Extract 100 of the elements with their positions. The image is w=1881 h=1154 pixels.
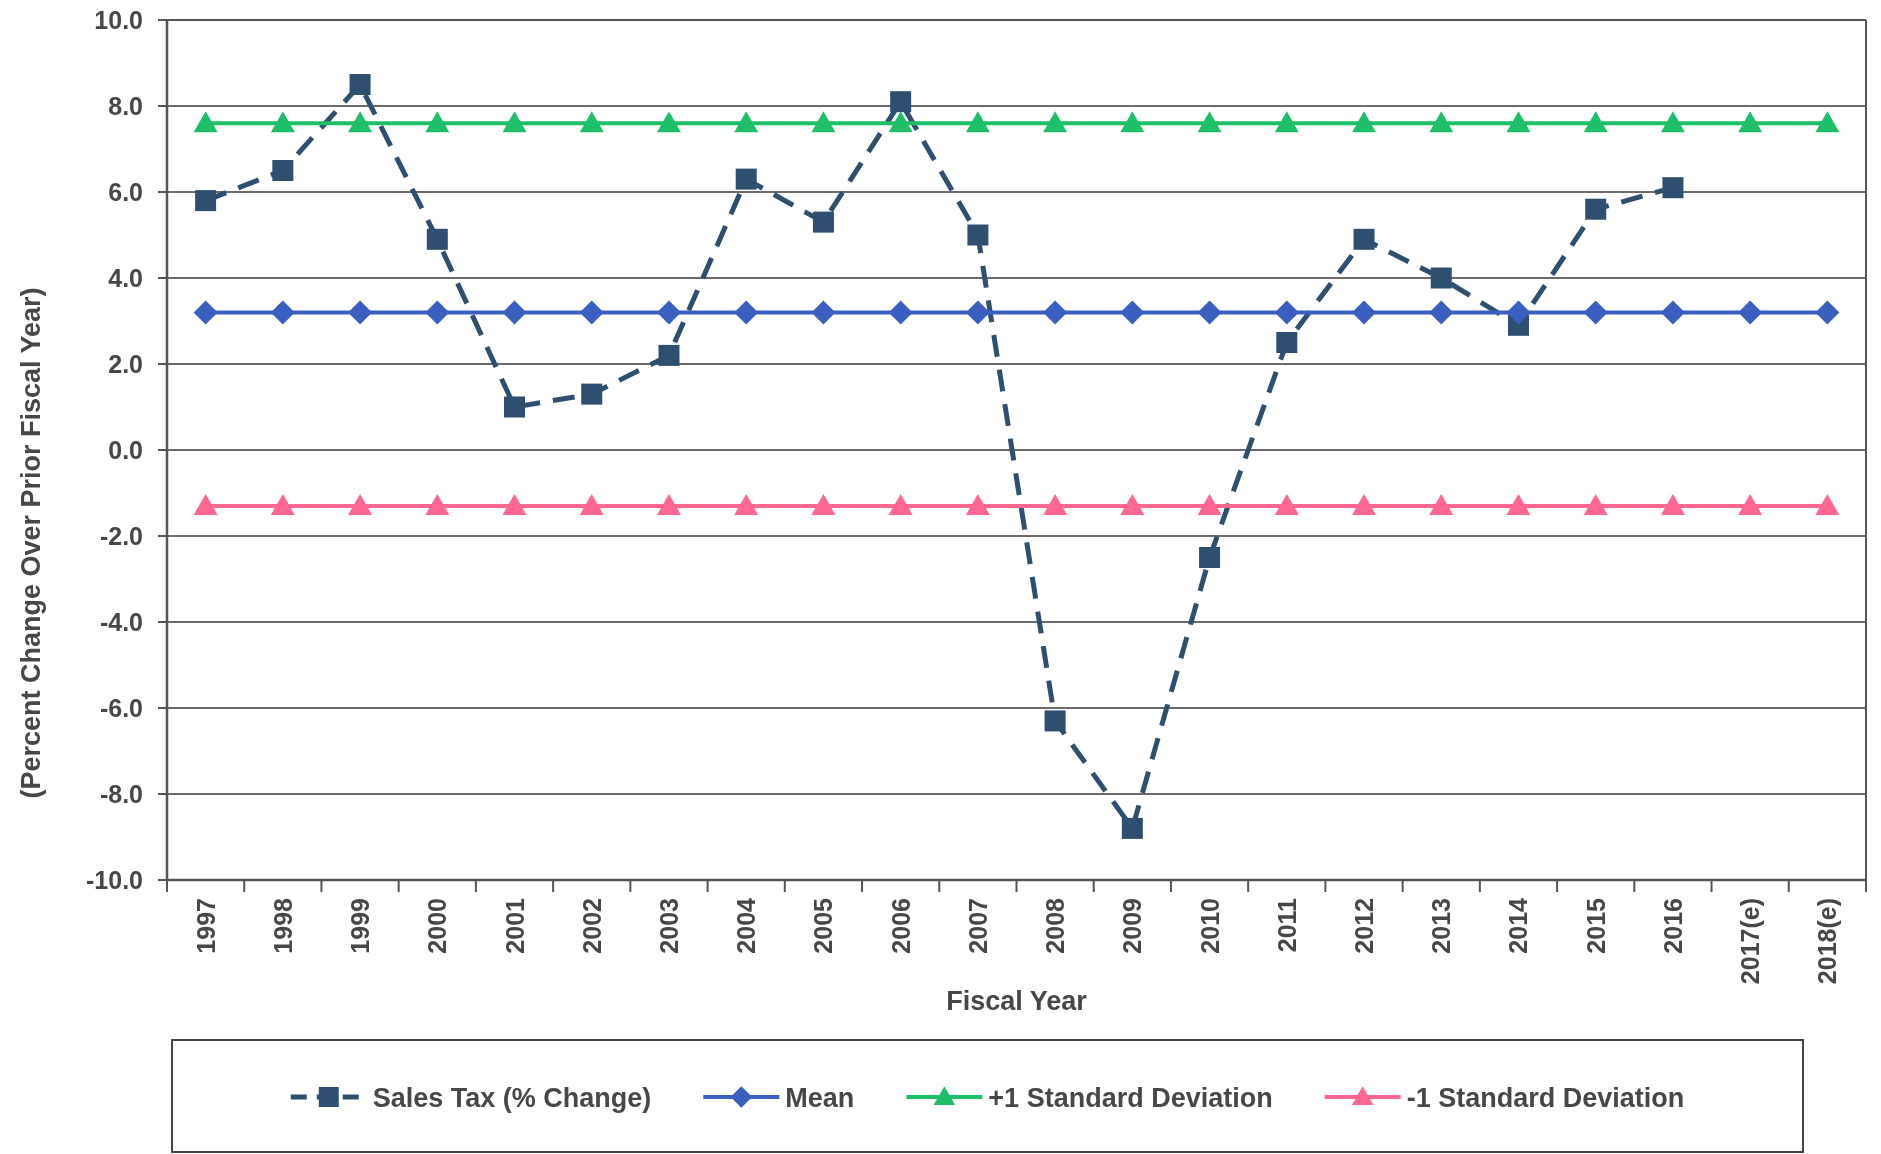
point [1120,300,1145,325]
point [811,111,836,133]
point [1583,111,1608,133]
point [502,111,527,133]
y-tick-label: -6.0 [99,694,143,722]
x-tick-label: 2001 [500,897,529,954]
x-tick-label: 2017(e) [1736,898,1765,985]
point [1197,493,1222,515]
point [656,493,681,515]
point [1738,493,1763,515]
x-tick-label: 2003 [654,898,683,954]
y-tick-label: 2.0 [108,350,143,378]
x-tick-label: 2006 [886,898,915,954]
point [272,160,294,181]
x-tick-label: 2012 [1350,898,1379,954]
y-axis-title: (Percent Change Over Prior Fiscal Year) [15,287,46,799]
y-tick-label: 0.0 [108,436,143,464]
point [579,493,604,515]
x-tick-label: 1997 [191,898,220,954]
point [1585,198,1607,220]
point [425,300,450,325]
point [270,493,295,515]
point [888,493,913,515]
point [734,493,759,515]
point [811,300,836,325]
point [1583,493,1608,515]
point [734,111,759,133]
point [1043,111,1068,133]
x-tick-label: 2015 [1581,897,1610,954]
y-tick-label: 10.0 [94,6,143,34]
legend-label: Mean [785,1082,855,1113]
x-tick-label: 2011 [1272,897,1301,953]
point [1815,493,1840,515]
x-tick-label: 1998 [268,897,297,954]
point [193,300,218,325]
point [1429,111,1454,133]
point [1660,493,1685,515]
point [349,74,371,95]
point [425,111,450,133]
point [1352,493,1377,515]
y-tick-label: -2.0 [99,522,143,550]
point [1583,300,1608,325]
x-tick-label: 2004 [732,897,761,954]
point [581,383,603,405]
point [193,111,218,133]
point [1274,493,1299,515]
point [890,91,912,113]
point [1662,177,1684,199]
point [1815,111,1840,133]
point [502,300,527,325]
point [1429,300,1454,325]
point [888,111,913,133]
x-tick-label: 2016 [1658,898,1687,954]
x-tick-label: 2005 [809,897,838,954]
point [1352,111,1377,133]
y-tick-label: -10.0 [86,866,143,894]
legend-label: Sales Tax (% Change) [372,1082,652,1113]
point [1120,111,1145,133]
point [1043,493,1068,515]
point [812,211,834,233]
point [1506,111,1531,133]
x-tick-label: 2010 [1195,898,1224,954]
point [1430,267,1452,289]
point [888,300,913,325]
point [1429,493,1454,515]
point [658,344,680,366]
y-tick-label: -8.0 [99,780,143,808]
point [734,300,759,325]
x-tick-label: 2013 [1427,898,1456,954]
point [1274,111,1299,133]
point [1353,228,1375,250]
point [1274,300,1299,325]
point [1660,300,1685,325]
point [967,224,989,246]
point [579,111,604,133]
point [1197,111,1222,133]
point [1506,493,1531,515]
x-tick-label: 2002 [577,898,606,954]
point [1120,493,1145,515]
x-tick-label: 2007 [963,898,992,954]
point [270,111,295,133]
point [965,111,990,133]
point [1044,710,1066,732]
y-tick-label: 8.0 [108,92,143,120]
x-tick-label: 1999 [346,898,375,954]
point [504,396,526,418]
point [579,300,604,325]
x-tick-label: 2009 [1118,898,1147,954]
point [1815,300,1840,325]
point [270,300,295,325]
point [348,493,373,515]
point [735,168,757,190]
point [1197,300,1222,325]
point [811,493,836,515]
point [1199,547,1221,568]
point [193,493,218,515]
point [965,493,990,515]
y-tick-label: -4.0 [99,608,143,636]
x-tick-label: 2018(e) [1813,898,1842,985]
point [195,190,217,212]
